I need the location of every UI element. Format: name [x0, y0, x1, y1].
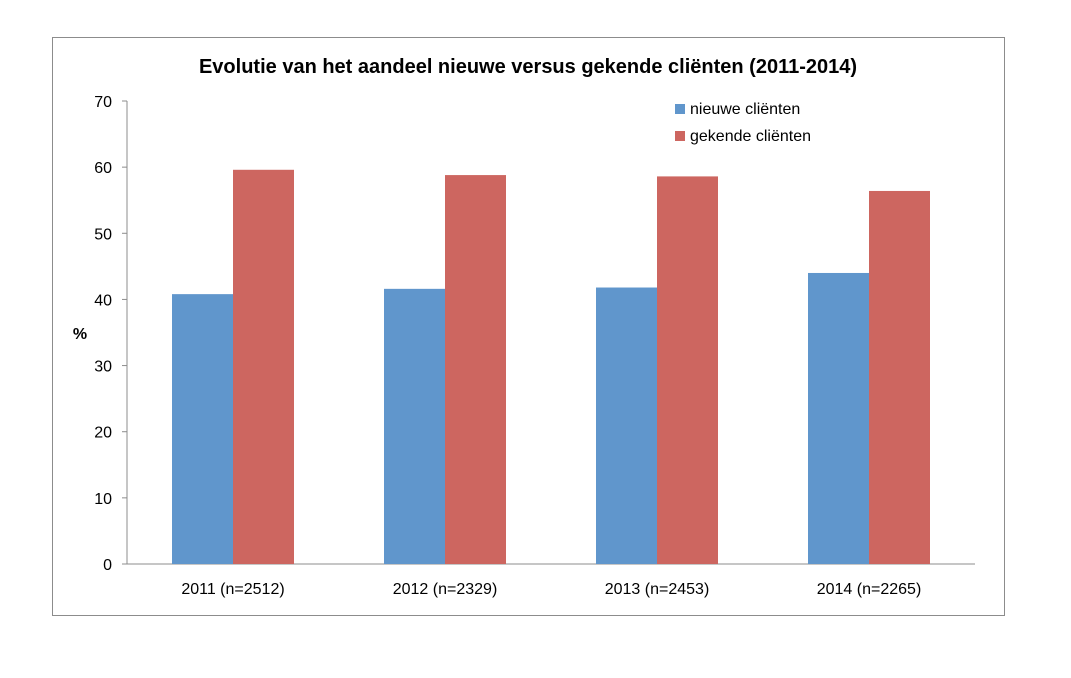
legend-label: gekende cliënten [690, 128, 811, 145]
legend-swatch [675, 104, 685, 114]
x-tick-label: 2013 (n=2453) [605, 581, 710, 598]
bar-nieuwe-1 [172, 294, 233, 564]
y-tick-label: 40 [94, 292, 112, 309]
bar-gekende-3 [657, 176, 718, 564]
x-tick-label: 2011 (n=2512) [181, 581, 284, 598]
legend-label: nieuwe cliënten [690, 101, 800, 118]
y-tick-label: 60 [94, 160, 112, 177]
bar-gekende-2 [445, 175, 506, 564]
x-tick-label: 2014 (n=2265) [817, 581, 922, 598]
y-tick-label: 0 [103, 557, 112, 574]
y-tick-labels: 0 10 20 30 40 50 60 70 [94, 94, 112, 574]
bars [172, 169, 930, 564]
y-tick-label: 10 [94, 491, 112, 508]
bar-nieuwe-2 [384, 288, 445, 564]
legend: nieuwe cliënten gekende cliënten [675, 101, 811, 145]
bar-gekende-1 [233, 169, 294, 564]
y-tick-label: 70 [94, 94, 112, 111]
x-tick-labels: 2011 (n=2512) 2012 (n=2329) 2013 (n=2453) 2… [181, 581, 921, 598]
legend-swatch [675, 131, 685, 141]
y-tick-label: 30 [94, 359, 112, 376]
x-tick-label: 2012 (n=2329) [393, 581, 498, 598]
chart-title: Evolutie van het aandeel nieuwe versus g… [199, 56, 857, 78]
y-tick-label: 20 [94, 425, 112, 442]
y-axis-label: % [73, 326, 87, 343]
bar-nieuwe-4 [808, 272, 869, 564]
bar-nieuwe-3 [596, 287, 657, 564]
bar-gekende-4 [869, 190, 930, 564]
y-tick-label: 50 [94, 226, 112, 243]
